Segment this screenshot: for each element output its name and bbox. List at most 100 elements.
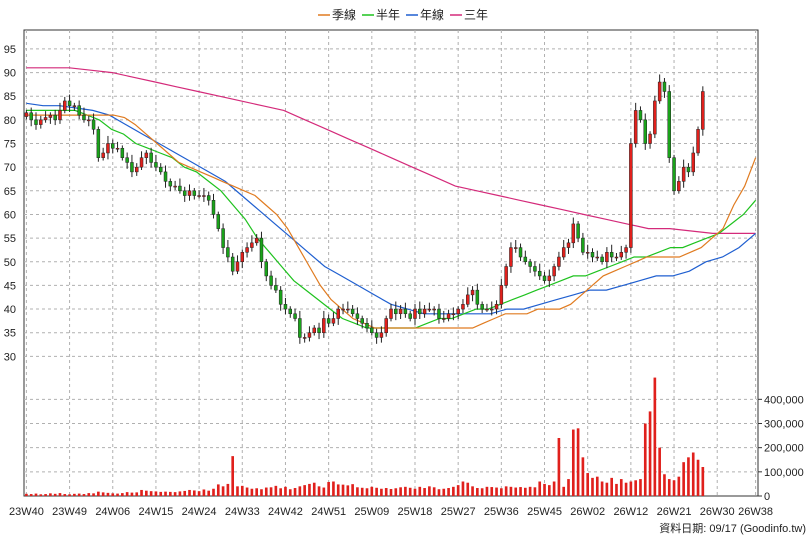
- candle-body: [552, 266, 556, 277]
- candle-body: [298, 318, 302, 338]
- candle-body: [509, 247, 513, 267]
- volume-bar: [658, 447, 661, 496]
- volume-bar: [610, 477, 613, 496]
- volume-bar: [106, 492, 110, 496]
- volume-bar: [557, 438, 561, 496]
- candle-body: [158, 166, 163, 173]
- candle-body: [173, 185, 177, 188]
- volume-bar: [245, 487, 249, 496]
- candle-body: [480, 304, 484, 310]
- volume-bar: [178, 491, 182, 496]
- volume-bar: [87, 493, 91, 496]
- candle-body: [466, 294, 470, 305]
- candle-body: [154, 162, 158, 168]
- volume-bar: [288, 489, 292, 496]
- candle-body: [293, 313, 297, 319]
- volume-bar: [269, 487, 273, 496]
- candle-body: [394, 308, 398, 315]
- candle-body: [317, 327, 321, 333]
- x-tick-label: 24W51: [311, 506, 346, 518]
- volume-bar: [404, 486, 407, 496]
- volume-bar: [591, 477, 594, 496]
- volume-bar: [145, 490, 148, 496]
- candle-body: [264, 261, 269, 277]
- price-axis: 30 35 40 45 50 55 60 65 70 75 80 85 90 95: [4, 44, 16, 363]
- volume-bar: [437, 489, 441, 496]
- candle-body: [288, 308, 292, 315]
- candle-body: [230, 256, 235, 272]
- price-tick-label: 40: [4, 304, 16, 316]
- x-tick-label: 24W33: [225, 506, 260, 518]
- candle-body: [341, 308, 345, 311]
- volume-bar: [279, 488, 282, 496]
- volume-bar: [73, 493, 76, 496]
- volume-bar: [567, 479, 570, 496]
- candle-body: [322, 318, 326, 333]
- volume-bar: [538, 481, 542, 496]
- volume-bar: [663, 474, 666, 496]
- volume-bar: [571, 429, 575, 496]
- candle-body: [278, 289, 283, 305]
- candle-body: [360, 318, 364, 324]
- candle-body: [490, 308, 494, 311]
- candle-body: [135, 166, 139, 173]
- volume-bar: [327, 481, 330, 496]
- candle-body: [672, 157, 676, 192]
- candle-body: [403, 308, 408, 315]
- volume-bar: [519, 487, 522, 496]
- volume-bar: [619, 479, 623, 496]
- candle-body: [638, 110, 643, 121]
- x-tick-label: 24W15: [138, 506, 173, 518]
- volume-bar: [643, 423, 647, 496]
- volume-bar: [701, 467, 705, 496]
- volume-bar: [111, 493, 115, 496]
- candle-body: [254, 237, 259, 244]
- volume-bar: [500, 488, 503, 496]
- candle-body: [235, 261, 240, 272]
- volume-bar: [82, 494, 86, 496]
- candle-body: [39, 119, 43, 125]
- candle-body: [696, 129, 700, 154]
- legend-label: 季線: [332, 7, 356, 22]
- candle-body: [163, 171, 168, 182]
- candle-body: [53, 114, 57, 121]
- candle-body: [240, 252, 245, 263]
- candle-body: [178, 185, 182, 192]
- volume-bar: [648, 411, 652, 496]
- price-tick-label: 95: [4, 44, 16, 56]
- candle-body: [686, 166, 691, 173]
- volume-bar: [471, 486, 474, 496]
- x-tick-label: 25W18: [398, 506, 433, 518]
- candle-body: [701, 91, 705, 130]
- candle-body: [82, 114, 86, 121]
- candle-body: [533, 266, 537, 272]
- candle-body: [557, 256, 561, 267]
- x-axis: 23W40 23W49 24W06 24W15 24W24 24W33 24W42 24W51…: [9, 506, 773, 518]
- volume-bar: [667, 479, 671, 496]
- x-tick-label: 25W09: [354, 506, 389, 518]
- volume-bar: [121, 493, 124, 496]
- candle-body: [336, 308, 340, 319]
- volume-bar: [552, 481, 556, 496]
- candle-body: [648, 133, 652, 144]
- candle-body: [226, 247, 230, 258]
- candle-body: [413, 308, 417, 319]
- price-tick-label: 45: [4, 280, 16, 292]
- volume-bar: [485, 486, 489, 496]
- volume-bar: [639, 479, 642, 496]
- candle-body: [106, 143, 110, 154]
- price-tick-label: 85: [4, 91, 16, 103]
- x-tick-label: 23W40: [9, 506, 44, 518]
- candle-body: [120, 147, 125, 158]
- volume-bar: [298, 486, 302, 496]
- volume-bar: [696, 459, 700, 496]
- volume-bar: [101, 492, 105, 496]
- candle-body: [77, 105, 81, 116]
- volume-bar: [125, 492, 129, 496]
- candle-body: [374, 332, 379, 338]
- candle-body: [662, 81, 667, 92]
- candle-body: [67, 100, 72, 106]
- candle-body: [326, 318, 331, 324]
- volume-bar: [476, 488, 479, 496]
- volume-bar: [63, 494, 67, 496]
